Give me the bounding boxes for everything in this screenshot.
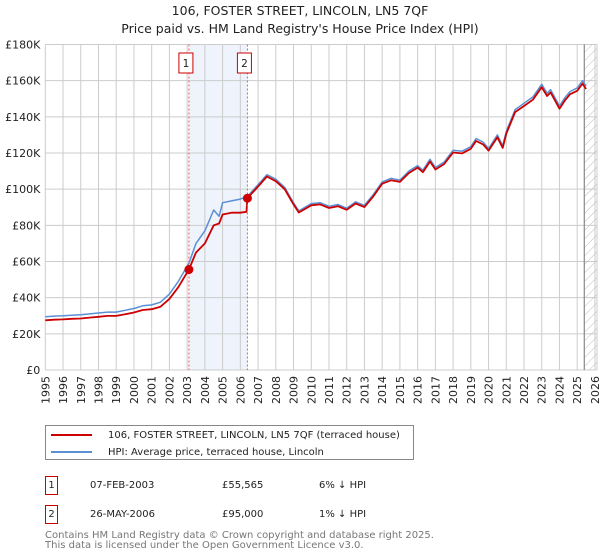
y-tick-label: £20K (12, 328, 41, 341)
x-tick-label: 2005 (217, 376, 230, 404)
sale-date: 26-MAY-2006 (90, 508, 156, 520)
x-tick-label: 1998 (92, 376, 105, 404)
y-tick-label: £120K (5, 147, 41, 160)
sale-hpi-diff: 6% ↓ HPI (319, 479, 367, 491)
chart-title: 106, FOSTER STREET, LINCOLN, LN5 7QF (171, 3, 429, 18)
x-tick-label: 2011 (323, 376, 336, 404)
forecast-hatch-region (584, 44, 597, 370)
sale-label: 2 (241, 58, 248, 70)
x-tick-label: 1995 (39, 376, 52, 404)
x-tick-label: 2020 (483, 376, 496, 404)
legend-swatch-red (51, 434, 92, 436)
x-tick-label: 2007 (252, 376, 265, 404)
footer-copyright: Contains HM Land Registry data © Crown c… (45, 530, 434, 541)
sale-row: 1 07-FEB-2003 £55,565 6% ↓ HPI (45, 474, 366, 496)
x-tick-label: 2018 (447, 376, 460, 404)
sale-label-box (178, 52, 194, 74)
x-tick-label: 2024 (553, 376, 566, 404)
sale-date: 07-FEB-2003 (90, 479, 155, 491)
x-tick-label: 2000 (128, 376, 141, 404)
x-tick-label: 2006 (234, 376, 247, 404)
footer-licence: This data is licensed under the Open Gov… (45, 540, 364, 551)
sale-price: £95,000 (222, 508, 264, 520)
x-tick-label: 2025 (571, 376, 584, 404)
x-tick-label: 1996 (57, 376, 70, 404)
y-tick-label: £180K (5, 39, 41, 52)
hpi-line (45, 79, 587, 318)
property-price-line (45, 82, 587, 322)
x-tick-label: 2021 (500, 376, 513, 404)
x-tick-label: 2010 (305, 376, 318, 404)
y-tick-label: £40K (12, 292, 41, 305)
x-tick-label: 2016 (412, 376, 425, 404)
x-tick-label: 2019 (465, 376, 478, 404)
x-tick-label: 2023 (536, 376, 549, 404)
x-tick-label: 2013 (358, 376, 371, 404)
sale-marker-badge: 2 (45, 504, 58, 524)
legend-item-property: 106, FOSTER STREET, LINCOLN, LN5 7QF (te… (46, 427, 400, 443)
sale-marker-badge: 1 (45, 475, 58, 495)
x-tick-label: 1999 (110, 376, 123, 404)
legend-item-hpi: HPI: Average price, terraced house, Linc… (46, 444, 324, 460)
sale-point (242, 193, 252, 203)
legend-label: HPI: Average price, terraced house, Linc… (108, 446, 324, 458)
x-tick-label: 2015 (394, 376, 407, 404)
sale-label: 1 (183, 58, 190, 70)
legend-label: 106, FOSTER STREET, LINCOLN, LN5 7QF (te… (108, 429, 400, 441)
sale-label-box (236, 52, 252, 74)
sale-row: 2 26-MAY-2006 £95,000 1% ↓ HPI (45, 503, 366, 525)
y-tick-label: £100K (5, 183, 41, 196)
y-tick-label: £80K (12, 219, 41, 232)
y-tick-label: £60K (12, 256, 41, 269)
sale-hpi-diff: 1% ↓ HPI (319, 508, 367, 520)
x-tick-label: 2014 (376, 376, 389, 404)
sale-point (184, 265, 194, 275)
x-tick-label: 2001 (146, 376, 159, 404)
chart-subtitle: Price paid vs. HM Land Registry's House … (121, 21, 479, 36)
sale-price: £55,565 (222, 479, 264, 491)
x-tick-label: 2012 (341, 376, 354, 404)
y-tick-label: £160K (5, 75, 41, 88)
sale-period-shading (188, 44, 248, 370)
x-tick-label: 2022 (518, 376, 531, 404)
x-tick-label: 2004 (199, 376, 212, 404)
x-tick-label: 2008 (270, 376, 283, 404)
y-tick-label: £0 (26, 364, 40, 377)
line-chart: 1995 1996 1997 1998 1999 2000 2001 2002 2003 2004… (5, 39, 600, 405)
x-tick-label: 2002 (163, 376, 176, 404)
x-tick-label: 2017 (429, 376, 442, 404)
x-tick-label: 2003 (181, 376, 194, 404)
chart-legend: 106, FOSTER STREET, LINCOLN, LN5 7QF (te… (45, 425, 414, 460)
x-tick-label: 2009 (288, 376, 301, 404)
y-tick-label: £140K (5, 111, 41, 124)
x-tick-label: 2026 (589, 376, 600, 404)
x-tick-label: 1997 (75, 376, 88, 404)
legend-swatch-blue (51, 451, 92, 453)
